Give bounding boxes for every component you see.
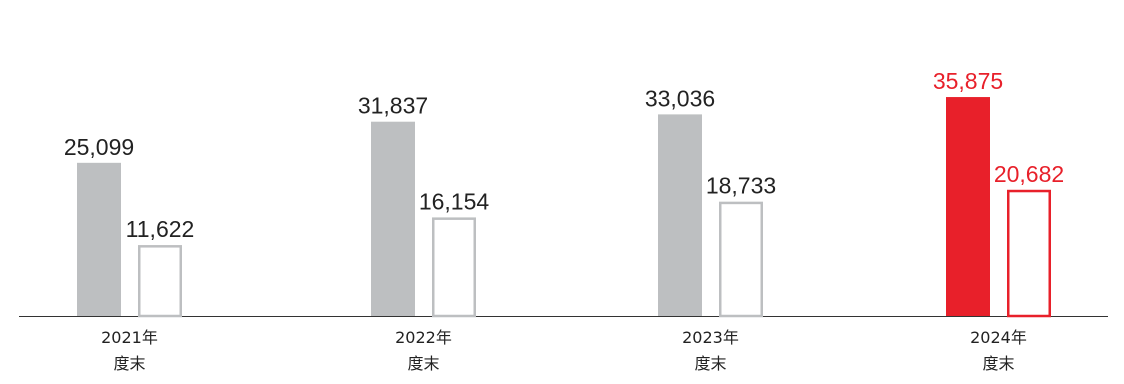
x-tick-label-period: 度末 (407, 354, 439, 373)
x-tick-label-period: 度末 (982, 354, 1014, 373)
bar-value-label: 16,154 (419, 188, 490, 214)
bar-outline (719, 201, 763, 318)
bar-value-label: 35,875 (933, 68, 1003, 94)
bar-outline (1007, 189, 1051, 318)
bar-value-label: 25,099 (64, 134, 134, 160)
bar-outline (138, 245, 182, 318)
bar-value-label: 33,036 (645, 85, 715, 111)
bar-outline (432, 217, 476, 318)
bar-value-label: 20,682 (994, 161, 1064, 187)
x-tick-label-period: 度末 (113, 354, 145, 373)
x-tick-label-year: 2022年 (395, 328, 452, 347)
bar-filled (77, 162, 121, 316)
bar-value-label: 11,622 (126, 216, 195, 242)
bar-filled (371, 121, 415, 316)
bar-value-label: 18,733 (706, 173, 776, 199)
x-tick-label-year: 2023年 (682, 328, 739, 347)
bar-filled (658, 114, 702, 317)
x-tick-label-year: 2024年 (970, 328, 1027, 347)
bar-filled (946, 97, 990, 317)
x-tick-label-period: 度末 (694, 354, 726, 373)
bar-value-label: 31,837 (358, 93, 428, 119)
x-tick-label-year: 2021年 (101, 328, 158, 347)
